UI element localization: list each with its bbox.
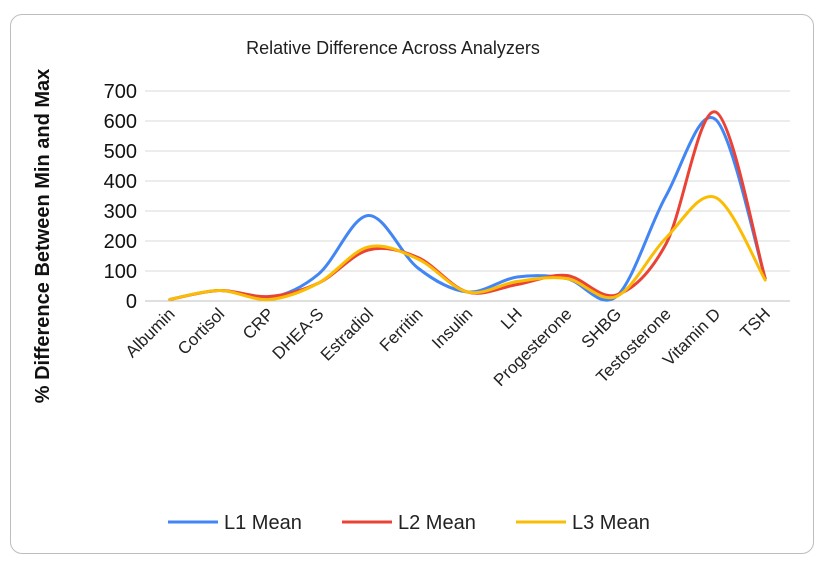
series-line-3 [168,195,767,302]
legend-label: L3 Mean [572,512,650,534]
x-tick-label: SHBG [578,304,626,352]
y-tick-label: 300 [104,201,137,223]
legend: L1 Mean L2 Mean L3 Mean [168,512,650,534]
x-tick-label: Cortisol [174,304,228,358]
legend-label: L1 Mean [224,512,302,534]
x-tick-label: Ferritin [376,304,427,355]
series-line-1 [168,116,767,302]
y-tick-label: 100 [104,261,137,283]
y-tick-label: 200 [104,231,137,253]
grid-lines [145,90,790,302]
x-tick-label: Estradiol [317,304,377,364]
y-tick-label: 700 [104,81,137,103]
x-tick-label: CRP [239,304,278,343]
series-lines [168,110,767,302]
x-tick-label: TSH [737,304,774,341]
y-axis-label: % Difference Between Min and Max [32,69,54,404]
y-tick-label: 600 [104,111,137,133]
y-tick-labels: 0 100 200 300 400 500 600 700 [104,81,137,313]
legend-label: L2 Mean [398,512,476,534]
y-tick-label: 500 [104,141,137,163]
x-tick-label: Insulin [428,304,476,352]
series-line-2 [168,110,767,301]
x-tick-label: DHEA-S [269,304,328,363]
chart-frame [10,14,814,554]
y-tick-label: 400 [104,171,137,193]
chart-title: Relative Difference Across Analyzers [246,38,540,58]
x-tick-label: LH [497,304,526,333]
y-tick-label: 0 [126,291,137,313]
